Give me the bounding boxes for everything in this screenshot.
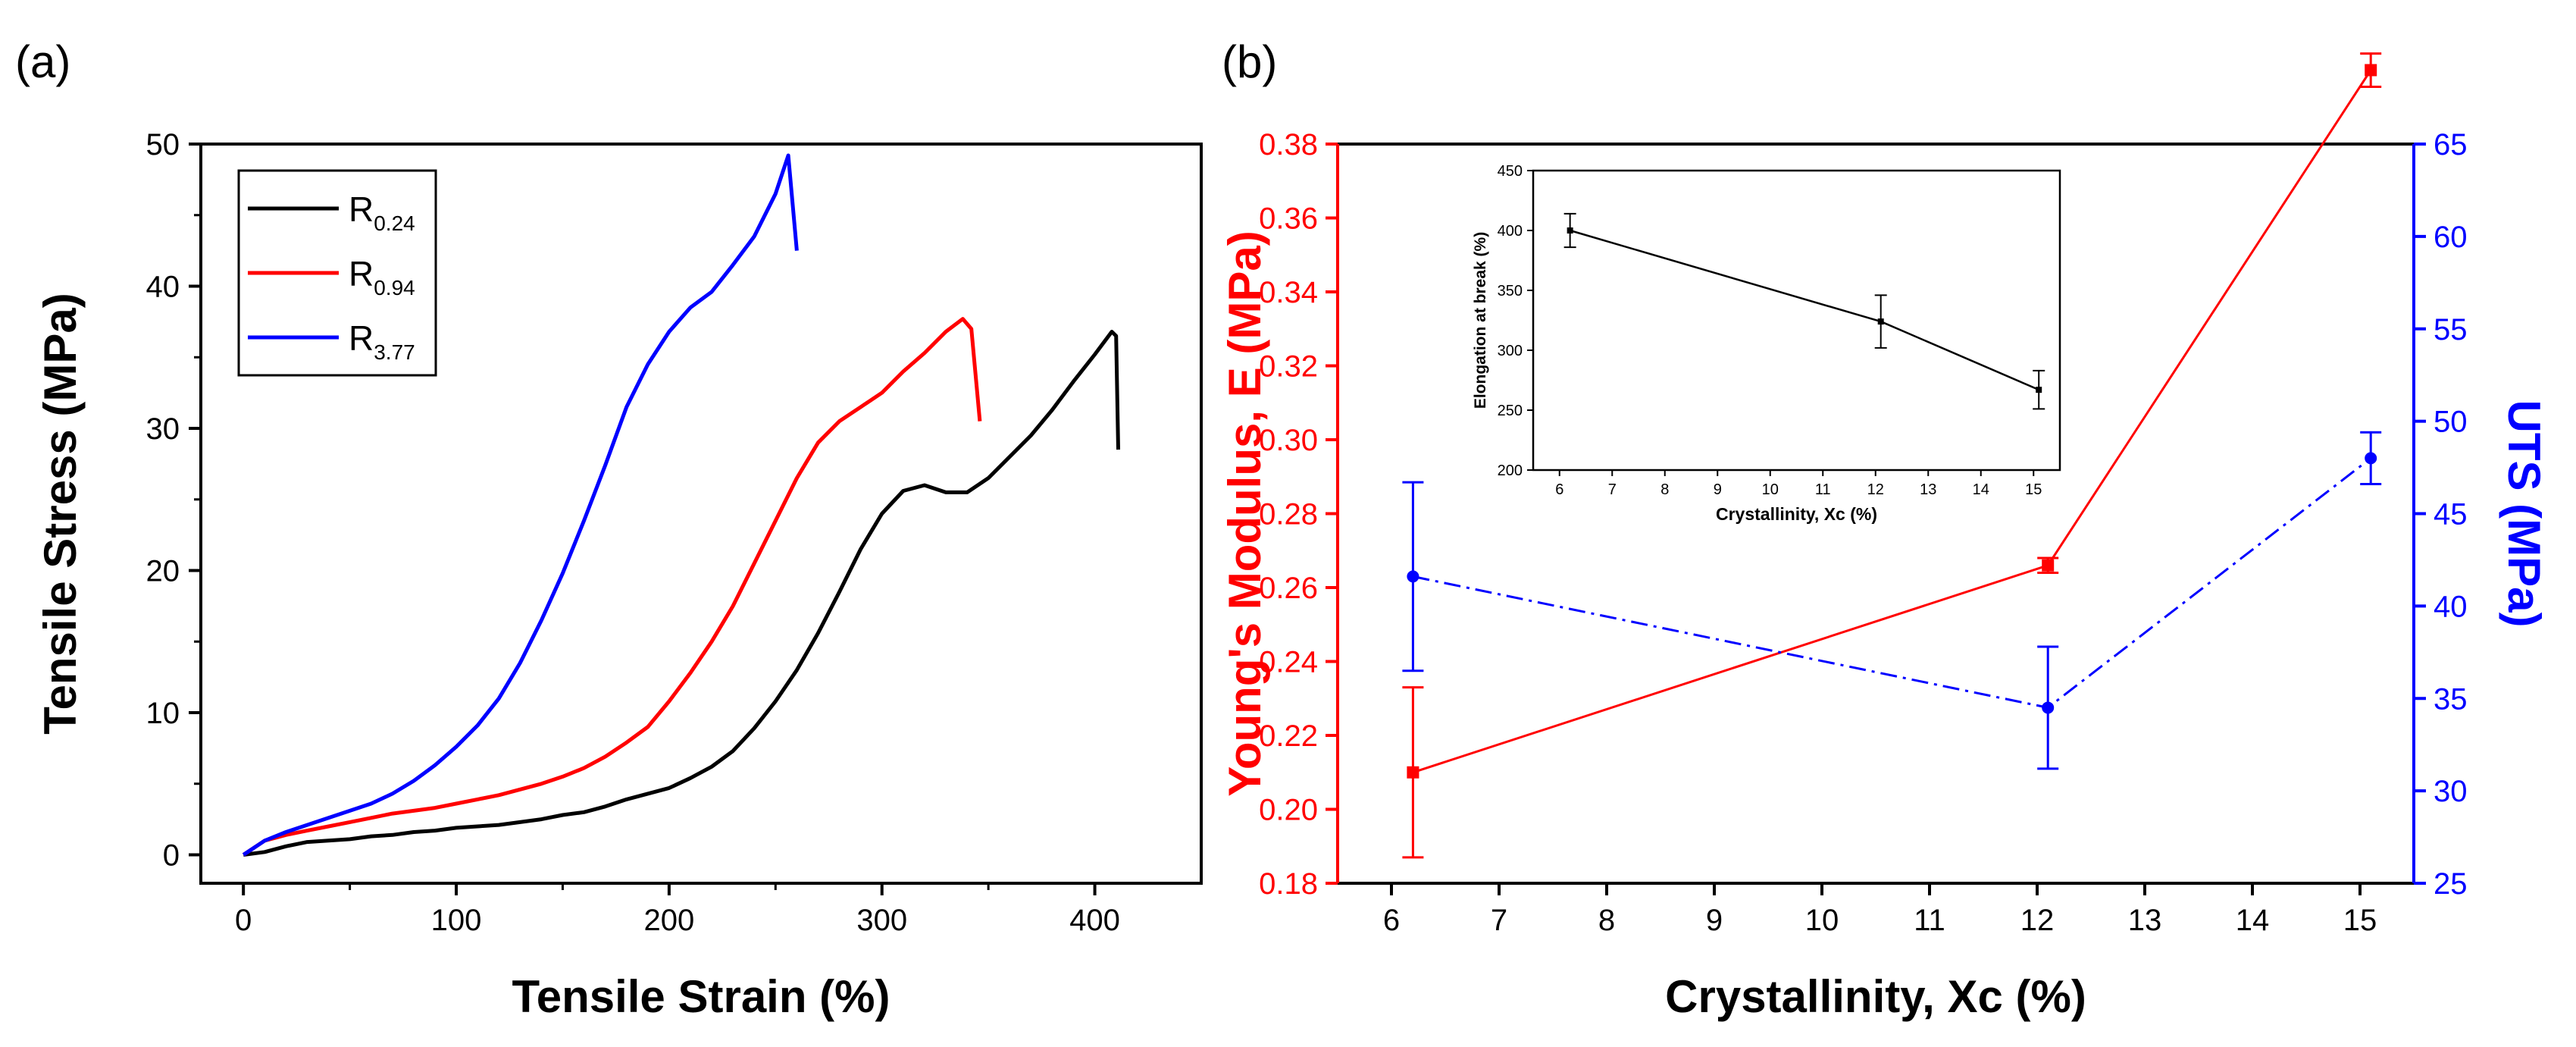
inset-x-tick-label: 10 (1762, 481, 1779, 498)
x-tick-label: 6 (1383, 904, 1400, 937)
data-point-uts (1407, 570, 1419, 583)
x-tick-label: 13 (2128, 904, 2162, 937)
inset-x-tick-label: 12 (1867, 481, 1884, 498)
inset-x-tick-label: 8 (1660, 481, 1669, 498)
left-y-tick-label: 0.18 (1259, 867, 1318, 901)
data-point-uts (2042, 701, 2055, 714)
inset-data-point (1567, 227, 1573, 234)
x-tick-label: 8 (1598, 904, 1615, 937)
left-y-tick-label: 0.32 (1259, 350, 1318, 384)
left-y-tick-label: 0.26 (1259, 572, 1318, 605)
x-tick-label: 7 (1491, 904, 1507, 937)
inset-y-tick-label: 250 (1498, 403, 1523, 419)
chart-b-inset-elongation: 6 7 8 9 10 11 12 13 14 15 200 250 300 350 400 450 Crysta… (1472, 163, 2061, 524)
inset-x-tick-label: 7 (1608, 481, 1617, 498)
inset-y-tick-label: 200 (1498, 462, 1523, 479)
legend-label-3.77: R3.77 (349, 318, 415, 364)
left-y-tick-label: 0.22 (1259, 719, 1318, 753)
left-y-tick-label: 0.20 (1259, 794, 1318, 827)
inset-x-tick-label: 6 (1555, 481, 1563, 498)
y-tick-label: 30 (146, 412, 180, 446)
inset-y-tick-label: 400 (1498, 223, 1523, 240)
x-tick-label: 300 (856, 904, 907, 937)
left-y-tick-label: 0.36 (1259, 202, 1318, 236)
x-tick-label: 0 (235, 904, 252, 937)
right-y-axis-title: UTS (MPa) (2499, 400, 2549, 628)
y-tick-label: 0 (163, 839, 180, 873)
right-y-tick-label: 65 (2434, 128, 2468, 161)
left-y-tick-label: 0.34 (1259, 276, 1318, 309)
right-y-tick-label: 35 (2434, 682, 2468, 716)
left-y-axis-title: Young's Modulus, E (MPa) (1219, 230, 1270, 796)
left-y-tick-label: 0.24 (1259, 646, 1318, 679)
inset-data-point (1877, 318, 1884, 325)
right-y-tick-label: 30 (2434, 775, 2468, 808)
plot-frame (199, 143, 1203, 885)
series-line-3.77 (242, 153, 799, 857)
inset-data-point (2036, 387, 2042, 393)
series-line-0.94 (242, 317, 982, 857)
inset-frame (1532, 169, 2061, 472)
panel-b-label: (b) (1222, 36, 1277, 87)
chart-a-stress-strain: 0 100 200 300 400 0 10 20 30 40 50 Tensile Strain (… (35, 128, 1203, 1022)
right-y-tick-label: 40 (2434, 590, 2468, 623)
y-tick-label: 10 (146, 697, 180, 730)
data-point-uts (2365, 452, 2377, 465)
x-tick-label: 200 (643, 904, 694, 937)
x-axis-title: Tensile Strain (%) (512, 971, 890, 1022)
legend-label-0.94: R0.94 (349, 254, 415, 299)
x-tick-label: 9 (1706, 904, 1723, 937)
right-y-tick-label: 45 (2434, 498, 2468, 531)
right-y-tick-label: 55 (2434, 313, 2468, 346)
chart-b-modulus-uts: 6 7 8 9 10 11 12 13 14 15 0.18 0.20 0.22 0.24 0.26 0.28… (1219, 52, 2549, 1022)
x-tick-label: 10 (1805, 904, 1839, 937)
panel-a-label: (a) (15, 36, 70, 87)
inset-x-tick-label: 13 (1920, 481, 1936, 498)
inset-x-tick-label: 14 (1973, 481, 1989, 498)
inset-y-tick-label: 300 (1498, 343, 1523, 359)
left-y-tick-label: 0.28 (1259, 498, 1318, 531)
legend-label-0.24: R0.24 (349, 190, 415, 235)
inset-x-tick-label: 11 (1815, 481, 1831, 498)
right-y-tick-label: 25 (2434, 867, 2468, 901)
x-tick-label: 12 (2020, 904, 2055, 937)
y-tick-label: 40 (146, 271, 180, 304)
y-axis-title: Tensile Stress (MPa) (35, 293, 86, 734)
inset-y-axis-title: Elongation at break (%) (1472, 232, 1489, 409)
inset-y-tick-label: 450 (1498, 163, 1523, 180)
y-tick-label: 50 (146, 128, 180, 161)
left-y-tick-label: 0.30 (1259, 424, 1318, 457)
left-y-tick-label: 0.38 (1259, 128, 1318, 161)
x-tick-label: 400 (1069, 904, 1120, 937)
right-y-tick-label: 60 (2434, 221, 2468, 254)
inset-y-tick-label: 350 (1498, 283, 1523, 299)
x-tick-label: 11 (1914, 904, 1945, 937)
x-tick-label: 14 (2236, 904, 2270, 937)
inset-x-axis-title: Crystallinity, Xc (%) (1716, 504, 1877, 524)
inset-x-tick-label: 15 (2025, 481, 2042, 498)
right-y-tick-label: 50 (2434, 406, 2468, 439)
y-tick-label: 20 (146, 555, 180, 588)
data-point-modulus (1407, 766, 1419, 779)
x-tick-label: 15 (2343, 904, 2377, 937)
data-point-modulus (2365, 64, 2377, 77)
x-axis-title: Crystallinity, Xc (%) (1665, 971, 2086, 1022)
inset-x-tick-label: 9 (1714, 481, 1722, 498)
x-tick-label: 100 (431, 904, 482, 937)
data-point-modulus (2042, 559, 2055, 572)
series-line-0.24 (243, 330, 1120, 857)
